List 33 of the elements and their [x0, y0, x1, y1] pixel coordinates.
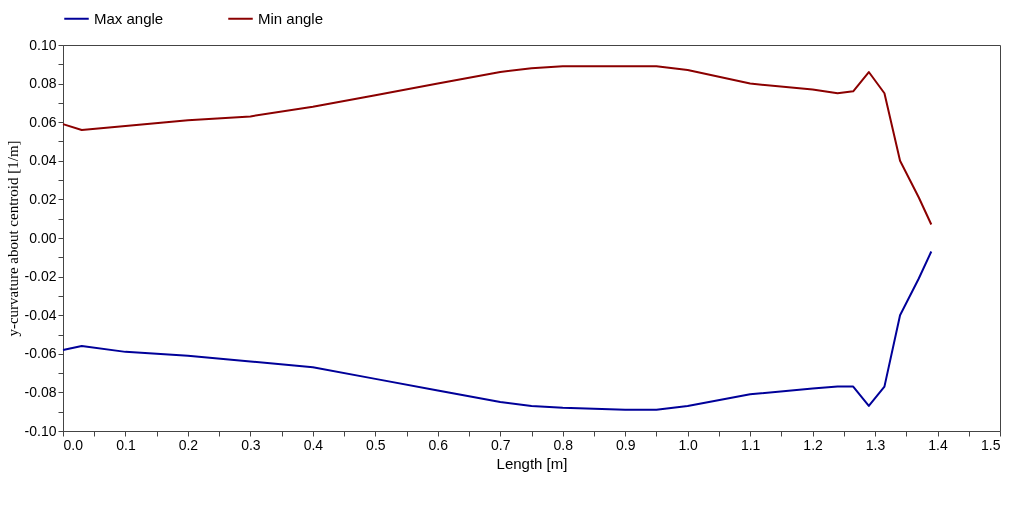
x-tick-label: 1.5 — [981, 436, 1001, 453]
x-axis-title: Length [m] — [496, 454, 568, 472]
y-axis-title: y-curvature about centroid [1/m] — [4, 140, 21, 337]
x-tick-label: 0.9 — [615, 436, 636, 453]
x-tick-label: 0.2 — [178, 436, 199, 453]
y-tick-label: 0.00 — [29, 229, 57, 246]
legend-label: Max angle — [94, 9, 164, 27]
y-tick-label: -0.06 — [24, 345, 57, 362]
x-tick-label: 0.5 — [366, 436, 386, 453]
y-tick-label: -0.08 — [24, 383, 57, 400]
y-tick-label: 0.08 — [29, 75, 57, 92]
y-tick-label: 0.04 — [29, 152, 57, 169]
line-series — [62, 65, 933, 226]
y-tick-label: -0.02 — [24, 268, 57, 285]
legend-label: Min angle — [258, 9, 324, 27]
y-tick-label: -0.10 — [24, 422, 57, 439]
x-tick-label: 0.6 — [428, 436, 449, 453]
x-tick-label: 0.0 — [63, 436, 84, 453]
x-tick-label: 0.1 — [116, 436, 136, 453]
y-tick-label: 0.10 — [29, 36, 57, 53]
line-series — [62, 250, 933, 411]
x-tick-label: 0.7 — [491, 436, 511, 453]
x-tick-label: 0.3 — [241, 436, 261, 453]
y-tick-label: 0.02 — [29, 190, 57, 207]
x-tick-label: 1.1 — [740, 436, 761, 453]
y-tick-label: 0.06 — [29, 113, 57, 130]
x-tick-label: 1.4 — [928, 436, 948, 453]
x-tick-label: 1.2 — [803, 436, 824, 453]
x-tick-label: 0.8 — [553, 436, 574, 453]
x-tick-label: 1.3 — [865, 436, 886, 453]
y-tick-label: -0.04 — [24, 306, 57, 323]
x-tick-label: 1.0 — [678, 436, 699, 453]
x-tick-label: 0.4 — [303, 436, 324, 453]
